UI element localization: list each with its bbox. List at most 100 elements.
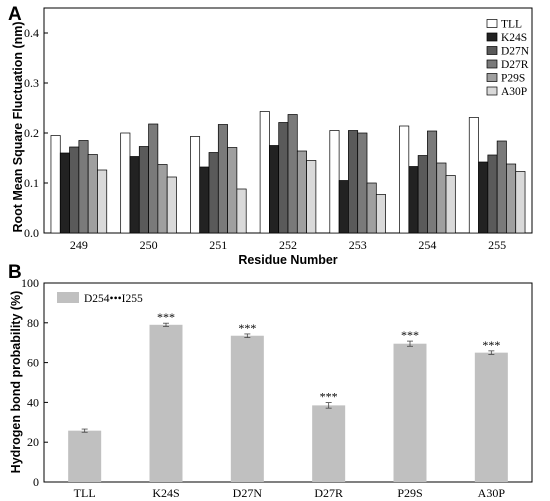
error-bar-p29s (407, 340, 413, 347)
error-bar-k24s (163, 322, 169, 327)
legend-swatch-a30p (486, 86, 498, 96)
y-tick-label: 60 (27, 356, 39, 370)
bar-d27r-249 (78, 140, 89, 234)
bar-a30p-249 (97, 169, 108, 234)
bar-p29s (393, 343, 427, 482)
bar-d27r-254 (427, 130, 438, 234)
x-tick-label: P29S (397, 486, 422, 500)
error-bar-a30p (488, 350, 495, 355)
panel-b-plot-frame (43, 282, 533, 483)
y-tick-label: 0.0 (24, 226, 39, 240)
panel-a-rmsf-chart: A Root Mean Square Fluctuation (nm) Resi… (8, 4, 533, 267)
panel-a-x-ticks: 249 250 251 252 253 254 255 (70, 238, 506, 252)
bar-d27n (230, 335, 264, 482)
y-tick-label: 0.1 (24, 176, 39, 190)
panel-a-y-axis-title: Root Mean Square Fluctuation (nm) (11, 21, 25, 232)
bar-d27n-251 (208, 152, 219, 234)
bar-tll-252 (259, 111, 270, 234)
bar-d27r-252 (287, 114, 298, 234)
x-tick-label: D27N (233, 486, 263, 500)
significance-label: *** (482, 338, 500, 352)
bar-tll-254 (399, 125, 410, 234)
x-tick-label: 249 (70, 238, 88, 252)
panel-b-x-ticks: TLL K24S D27N D27R P29S A30P (74, 486, 506, 500)
y-tick-label: 0.4 (24, 26, 39, 40)
x-tick-label: D27R (314, 486, 343, 500)
x-tick-label: 250 (140, 238, 158, 252)
legend-swatch-k24s (486, 32, 498, 42)
y-tick-label: 40 (27, 395, 39, 409)
bar-d27r-250 (148, 123, 159, 234)
bar-k24s-250 (129, 156, 140, 234)
bar-d27n-250 (138, 146, 149, 234)
legend-label-d27n: D27N (501, 46, 530, 58)
bar-d27r (312, 405, 346, 482)
bar-tll (68, 430, 102, 482)
panel-a-y-ticks: 0.0 0.1 0.2 0.3 0.4 (24, 26, 48, 240)
bar-d27n-254 (417, 155, 428, 234)
panel-b-y-ticks: 0 20 40 60 80 100 (21, 276, 48, 489)
bar-k24s (149, 324, 183, 482)
bar-k24s-255 (478, 161, 489, 234)
legend-label-d27r: D27R (501, 59, 529, 71)
y-tick-label: 0.2 (24, 126, 39, 140)
legend-label-tll: TLL (501, 19, 522, 31)
x-tick-label: 251 (209, 238, 227, 252)
bar-p29s-250 (157, 164, 168, 234)
error-bar-tll (81, 428, 88, 433)
legend-swatch-p29s (486, 73, 498, 82)
bar-k24s-252 (269, 145, 280, 234)
panel-b-letter: B (8, 262, 22, 283)
bar-p29s-254 (436, 162, 447, 234)
bar-k24s-251 (199, 166, 210, 234)
bar-d27n-255 (487, 154, 498, 234)
bar-tll-250 (120, 132, 131, 234)
x-tick-label: TLL (74, 486, 96, 500)
legend-swatch-tll (486, 19, 498, 28)
x-tick-label: 254 (418, 238, 436, 252)
bar-a30p (474, 352, 508, 482)
legend-swatch-d27r (486, 59, 498, 69)
bar-tll-251 (190, 136, 201, 234)
bar-a30p-253 (375, 194, 386, 234)
bar-tll-253 (329, 130, 340, 234)
legend-label: D254•••I255 (84, 293, 143, 305)
bar-tll-249 (50, 135, 61, 234)
bar-d27r-253 (357, 132, 368, 234)
bar-tll-255 (468, 117, 479, 234)
bar-k24s-253 (338, 180, 349, 234)
legend-swatch (57, 292, 79, 303)
legend-label-k24s: K24S (501, 32, 527, 44)
x-tick-label: 253 (349, 238, 367, 252)
legend-label-p29s: P29S (501, 73, 525, 85)
panel-b-bars: *** *** *** *** *** (68, 310, 508, 482)
bar-d27r-251 (217, 124, 228, 234)
x-tick-label: 252 (279, 238, 297, 252)
panel-a-letter: A (8, 4, 22, 25)
significance-label: *** (157, 310, 175, 324)
bar-a30p-250 (166, 176, 177, 234)
bar-a30p-254 (445, 175, 456, 234)
panel-a-bars (50, 111, 526, 234)
error-bar-d27r (325, 402, 332, 409)
panel-a-x-axis-title: Residue Number (238, 253, 337, 267)
bar-k24s-254 (408, 166, 419, 234)
significance-label: *** (320, 390, 338, 404)
legend-label-a30p: A30P (501, 86, 527, 98)
bar-p29s-251 (227, 147, 238, 234)
bar-d27n-252 (278, 122, 289, 234)
x-tick-label: K24S (152, 486, 179, 500)
bar-p29s-252 (296, 150, 307, 234)
panel-b-legend: D254•••I255 (57, 292, 143, 305)
bar-a30p-251 (236, 188, 247, 234)
bar-a30p-252 (306, 160, 317, 234)
error-bar-d27n (244, 333, 251, 338)
bar-p29s-255 (506, 163, 517, 234)
bar-d27n-249 (69, 146, 80, 234)
y-tick-label: 0.3 (24, 76, 39, 90)
bar-p29s-253 (366, 182, 377, 234)
significance-label: *** (238, 321, 256, 335)
panel-b-y-axis-title: Hydrogen bond probability (%) (9, 291, 23, 474)
